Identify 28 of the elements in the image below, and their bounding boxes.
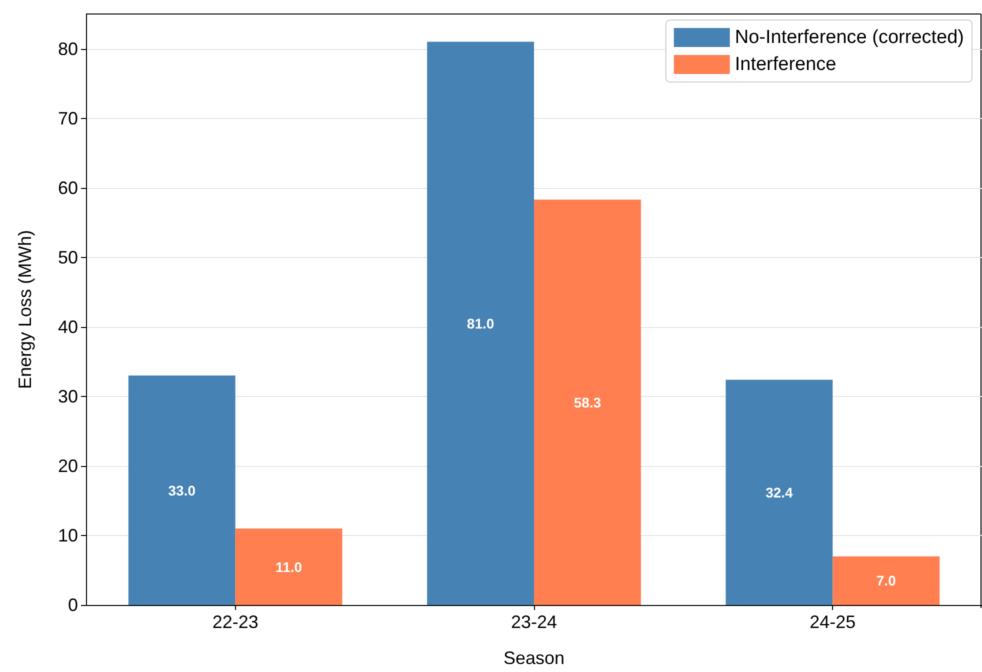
- x-tick-label: 22-23: [212, 612, 258, 632]
- x-axis-title: Season: [503, 648, 565, 668]
- y-tick-label: 40: [58, 316, 78, 337]
- bar: [726, 380, 833, 605]
- bar: [427, 42, 534, 605]
- y-tick-label: 20: [58, 456, 78, 476]
- y-axis-title: Energy Loss (MWh): [15, 230, 35, 390]
- data-label: 58.3: [574, 394, 602, 410]
- data-label: 7.0: [876, 572, 896, 589]
- y-tick-label: 10: [58, 525, 78, 546]
- y-tick-label: 80: [58, 38, 78, 59]
- bar: [534, 200, 641, 605]
- y-tick-label: 70: [58, 108, 78, 128]
- data-label: 33.0: [168, 482, 196, 498]
- data-label: 32.4: [766, 484, 794, 500]
- legend-label: Interference: [734, 54, 836, 75]
- legend-label: No-Interference (corrected): [734, 27, 964, 48]
- x-tick-label: 24-25: [810, 612, 856, 632]
- y-tick-label: 0: [68, 595, 78, 615]
- y-tick-label: 60: [58, 178, 78, 198]
- data-label: 81.0: [466, 315, 494, 332]
- bar: [128, 376, 236, 605]
- data-label: 11.0: [276, 558, 302, 575]
- bar: [832, 556, 940, 605]
- bar: [235, 528, 342, 605]
- y-tick-label: 50: [58, 247, 78, 268]
- x-tick-label: 23-24: [510, 612, 558, 632]
- y-tick-label: 30: [58, 386, 78, 406]
